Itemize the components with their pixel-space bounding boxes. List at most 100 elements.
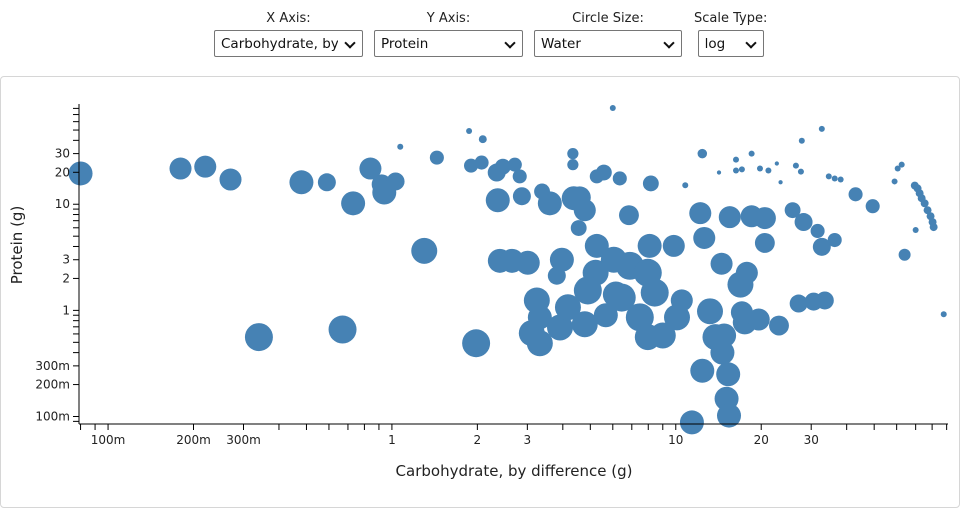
data-point [612, 171, 627, 186]
y-tick-label: 2 [62, 271, 70, 285]
data-point [317, 173, 336, 192]
data-point [619, 205, 639, 226]
data-point [733, 167, 740, 174]
data-point [710, 252, 733, 275]
y-axis-value: Protein [381, 35, 429, 52]
data-point [778, 180, 783, 185]
data-point [718, 206, 741, 229]
circle-size-select[interactable]: Water [534, 30, 682, 57]
data-point [923, 206, 932, 215]
data-point [748, 150, 755, 157]
data-point [169, 157, 192, 180]
x-axis-value: Carbohydrate, by difference [221, 35, 338, 52]
data-point [485, 188, 510, 213]
data-point [637, 233, 662, 258]
y-tick-label: 200m [35, 378, 70, 392]
data-point [571, 311, 598, 338]
x-tick-label: 200m [176, 433, 211, 447]
data-point [573, 276, 602, 305]
y-tick-label: 100m [35, 410, 70, 424]
x-tick-label: 3 [524, 433, 532, 447]
data-point [464, 158, 479, 173]
y-tick-label: 3 [62, 253, 70, 267]
x-tick-label: 300m [226, 433, 261, 447]
data-point [194, 155, 217, 178]
x-tick-label: 30 [804, 433, 819, 447]
y-tick-label: 20 [55, 165, 70, 179]
data-point [894, 165, 901, 172]
data-point [940, 311, 947, 318]
data-point [710, 340, 735, 365]
y-tick-label: 1 [62, 303, 70, 317]
data-point [825, 173, 832, 180]
x-axis-title: Carbohydrate, by difference (g) [396, 462, 633, 480]
data-point [554, 294, 581, 321]
data-point [593, 303, 618, 328]
data-point [898, 248, 911, 261]
x-axis-label: X Axis: [266, 11, 311, 26]
data-point [792, 162, 799, 169]
axes-layer: 100m 200m 300m 1 2 3 10 20 30 100m 200m 300m 1 2 3 10 20… [35, 104, 948, 447]
data-point [794, 213, 813, 232]
data-point [289, 170, 314, 195]
data-point [359, 157, 382, 180]
x-axis-select[interactable]: Carbohydrate, by difference [214, 30, 363, 57]
data-point [494, 158, 511, 175]
x-axis-control: X Axis: Carbohydrate, by difference [214, 10, 363, 57]
data-point [810, 223, 825, 239]
data-point [386, 172, 405, 191]
scale-type-value: log [704, 35, 726, 52]
data-point [549, 247, 574, 272]
data-point [474, 155, 489, 170]
data-point [827, 232, 842, 248]
data-point [478, 135, 487, 144]
data-point [567, 147, 579, 160]
data-point [507, 157, 522, 172]
points-layer [68, 104, 947, 435]
data-point [789, 294, 808, 313]
data-point [462, 329, 491, 358]
data-point [537, 191, 562, 216]
data-point [649, 322, 676, 349]
data-point [689, 202, 712, 225]
data-point [567, 159, 579, 171]
data-point [891, 178, 898, 185]
data-point [429, 150, 444, 165]
y-axis-label: Y Axis: [426, 11, 471, 26]
data-point [244, 323, 273, 352]
data-point [929, 223, 938, 232]
data-point [600, 246, 627, 273]
data-point [697, 148, 708, 159]
data-point [570, 220, 587, 236]
data-point [798, 137, 805, 144]
data-point [898, 161, 905, 168]
data-point [512, 187, 531, 206]
data-point [697, 298, 723, 325]
data-point [730, 301, 753, 324]
data-point [716, 170, 722, 175]
y-tick-label: 300m [35, 359, 70, 373]
data-point [848, 187, 863, 202]
data-point [512, 169, 527, 184]
data-point [693, 226, 716, 249]
data-point [328, 315, 357, 344]
x-tick-label: 10 [668, 433, 683, 447]
data-point [812, 237, 831, 256]
x-tick-label: 1 [388, 433, 396, 447]
data-point [774, 161, 779, 166]
data-point [797, 168, 804, 175]
data-point [219, 168, 242, 191]
data-point [815, 291, 834, 310]
scale-type-select[interactable]: log [697, 30, 764, 57]
data-point [411, 237, 438, 264]
data-point [682, 182, 689, 189]
data-point [837, 176, 844, 183]
data-point [670, 289, 693, 312]
data-point [865, 199, 880, 214]
data-point [573, 199, 596, 222]
data-point [716, 403, 741, 428]
data-point [738, 166, 745, 173]
y-axis-select[interactable]: Protein [374, 30, 523, 57]
x-tick-label: 2 [474, 433, 482, 447]
data-point [609, 104, 616, 111]
